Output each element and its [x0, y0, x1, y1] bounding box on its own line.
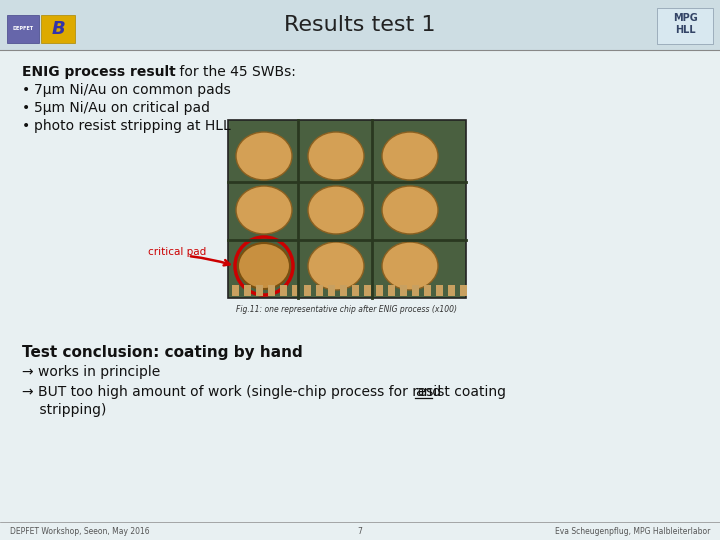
- Text: → BUT too high amount of work (single-chip process for resist coating: → BUT too high amount of work (single-ch…: [22, 385, 510, 399]
- Text: •: •: [22, 83, 30, 97]
- Text: ENIG process result: ENIG process result: [22, 65, 176, 79]
- FancyBboxPatch shape: [244, 285, 251, 296]
- FancyBboxPatch shape: [388, 285, 395, 296]
- FancyBboxPatch shape: [228, 120, 466, 298]
- FancyBboxPatch shape: [400, 285, 407, 296]
- Ellipse shape: [382, 132, 438, 180]
- FancyBboxPatch shape: [364, 285, 371, 296]
- FancyBboxPatch shape: [436, 285, 443, 296]
- Text: → works in principle: → works in principle: [22, 365, 161, 379]
- FancyBboxPatch shape: [424, 285, 431, 296]
- FancyBboxPatch shape: [328, 285, 335, 296]
- FancyBboxPatch shape: [657, 8, 713, 44]
- Text: Eva Scheugenpflug, MPG Halbleiterlabor: Eva Scheugenpflug, MPG Halbleiterlabor: [554, 526, 710, 536]
- Text: DEPFET Workshop, Seeon, May 2016: DEPFET Workshop, Seeon, May 2016: [10, 526, 150, 536]
- Text: 5µm Ni/Au on critical pad: 5µm Ni/Au on critical pad: [34, 101, 210, 115]
- FancyBboxPatch shape: [304, 285, 311, 296]
- Text: Test conclusion: coating by hand: Test conclusion: coating by hand: [22, 345, 302, 360]
- Text: MPG
HLL: MPG HLL: [672, 13, 698, 35]
- Ellipse shape: [382, 242, 438, 290]
- Text: 7: 7: [358, 526, 362, 536]
- Ellipse shape: [236, 132, 292, 180]
- Ellipse shape: [308, 132, 364, 180]
- FancyBboxPatch shape: [340, 285, 347, 296]
- Text: photo resist stripping at HLL: photo resist stripping at HLL: [34, 119, 230, 133]
- Text: and: and: [415, 385, 441, 399]
- Text: stripping): stripping): [22, 403, 107, 417]
- Text: •: •: [22, 119, 30, 133]
- FancyBboxPatch shape: [376, 285, 383, 296]
- Ellipse shape: [236, 186, 292, 234]
- FancyBboxPatch shape: [0, 0, 720, 50]
- FancyBboxPatch shape: [7, 15, 39, 43]
- FancyBboxPatch shape: [256, 285, 263, 296]
- Text: •: •: [22, 101, 30, 115]
- Text: Results test 1: Results test 1: [284, 15, 436, 35]
- FancyBboxPatch shape: [232, 285, 239, 296]
- Text: critical pad: critical pad: [148, 247, 206, 257]
- Text: 7µm Ni/Au on common pads: 7µm Ni/Au on common pads: [34, 83, 230, 97]
- Text: Fig.11: one representative chip after ENIG process (x100): Fig.11: one representative chip after EN…: [236, 306, 457, 314]
- Text: DEPFET: DEPFET: [12, 26, 34, 31]
- Text: for the 45 SWBs:: for the 45 SWBs:: [175, 65, 296, 79]
- Ellipse shape: [382, 186, 438, 234]
- FancyBboxPatch shape: [41, 15, 75, 43]
- Text: B: B: [51, 20, 65, 38]
- FancyBboxPatch shape: [412, 285, 419, 296]
- FancyBboxPatch shape: [460, 285, 467, 296]
- FancyBboxPatch shape: [280, 285, 287, 296]
- Ellipse shape: [308, 186, 364, 234]
- FancyBboxPatch shape: [292, 285, 299, 296]
- Ellipse shape: [238, 243, 290, 289]
- FancyBboxPatch shape: [268, 285, 275, 296]
- Ellipse shape: [308, 242, 364, 290]
- FancyBboxPatch shape: [352, 285, 359, 296]
- FancyBboxPatch shape: [316, 285, 323, 296]
- FancyBboxPatch shape: [448, 285, 455, 296]
